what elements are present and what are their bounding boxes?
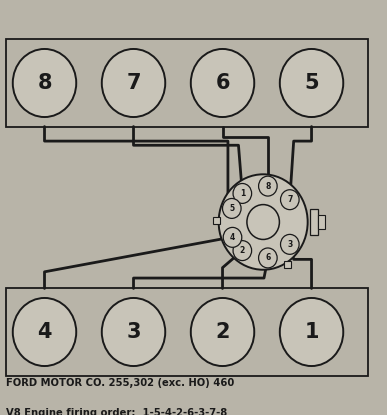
- Circle shape: [233, 183, 252, 203]
- Circle shape: [191, 298, 254, 366]
- Text: 7: 7: [287, 195, 293, 204]
- Circle shape: [259, 248, 277, 268]
- Bar: [310, 209, 318, 235]
- Text: 8: 8: [265, 182, 271, 190]
- Bar: [213, 217, 220, 224]
- Text: FORD MOTOR CO. 255,302 (exc. HO) 460: FORD MOTOR CO. 255,302 (exc. HO) 460: [6, 378, 234, 388]
- Circle shape: [281, 190, 299, 210]
- Text: 1: 1: [304, 322, 319, 342]
- Text: 5: 5: [229, 204, 235, 213]
- Circle shape: [191, 49, 254, 117]
- Bar: [6, 39, 368, 127]
- Text: 6: 6: [215, 73, 230, 93]
- Circle shape: [247, 205, 279, 239]
- Text: 8: 8: [37, 73, 52, 93]
- Text: V8 Engine firing order:  1-5-4-2-6-3-7-8: V8 Engine firing order: 1-5-4-2-6-3-7-8: [6, 408, 227, 415]
- Circle shape: [102, 298, 165, 366]
- Circle shape: [223, 198, 241, 218]
- Text: 4: 4: [37, 322, 52, 342]
- Bar: [284, 261, 291, 268]
- Text: 3: 3: [126, 322, 141, 342]
- Circle shape: [13, 298, 76, 366]
- Text: 4: 4: [230, 233, 235, 242]
- Circle shape: [280, 49, 343, 117]
- Bar: [318, 215, 325, 229]
- Circle shape: [233, 241, 252, 261]
- Circle shape: [223, 227, 242, 247]
- Circle shape: [102, 49, 165, 117]
- Circle shape: [219, 174, 308, 270]
- Circle shape: [13, 49, 76, 117]
- Circle shape: [259, 176, 277, 196]
- Circle shape: [280, 298, 343, 366]
- Text: 6: 6: [265, 254, 271, 262]
- Bar: [6, 288, 368, 376]
- Text: 5: 5: [304, 73, 319, 93]
- Text: 1: 1: [240, 189, 245, 198]
- Text: 2: 2: [240, 246, 245, 255]
- Circle shape: [281, 234, 299, 254]
- Text: 2: 2: [215, 322, 230, 342]
- Text: 3: 3: [287, 240, 293, 249]
- Text: 7: 7: [126, 73, 141, 93]
